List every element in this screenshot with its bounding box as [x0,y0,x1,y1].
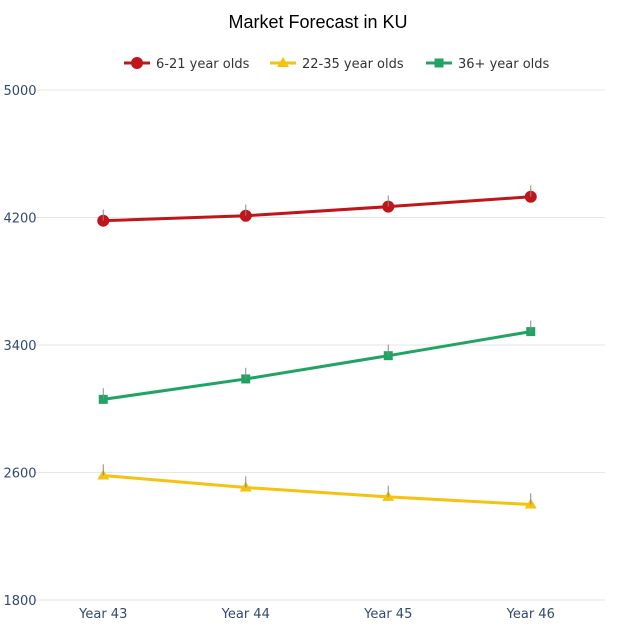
x-axis: Year 43 Year 44 Year 45 Year 46 [78,607,555,622]
series-line [103,330,531,401]
grid [35,89,605,601]
legend-item: 22-35 year olds [270,57,404,72]
x-tick-label: Year 45 [363,607,412,622]
y-tick-label: 1800 [3,594,36,609]
legend-item: 6-21 year olds [124,57,250,72]
y-tick-label: 3400 [3,339,36,354]
legend-item: 36+ year olds [426,57,550,72]
legend-label: 22-35 year olds [302,57,404,72]
series [97,185,537,227]
series-group [97,185,537,509]
x-tick-label: Year 43 [78,607,127,622]
series-line [103,474,531,507]
y-tick-label: 5000 [3,84,36,99]
series-line [103,195,531,223]
y-tick-label: 2600 [3,467,36,482]
x-tick-label: Year 44 [221,607,270,622]
legend-label: 6-21 year olds [156,57,250,72]
series [97,464,537,509]
legend: 6-21 year olds 22-35 year olds 36+ year ol… [124,57,550,72]
series [98,320,536,404]
y-axis: 1800 2600 3400 4200 5000 [3,84,36,609]
chart-title: Market Forecast in KU [228,12,407,32]
x-tick-label: Year 46 [506,607,555,622]
data-point [434,58,444,68]
y-tick-label: 4200 [3,212,36,227]
data-point [131,57,143,69]
data-point [277,57,289,67]
legend-label: 36+ year olds [458,57,550,72]
